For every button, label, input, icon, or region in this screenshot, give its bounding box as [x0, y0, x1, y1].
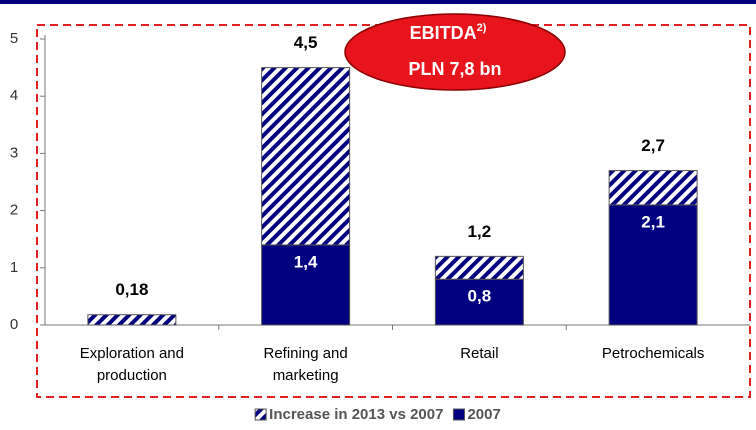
annotation-superscript: 2): [477, 22, 487, 34]
x-tick-label: Petrochemicals: [601, 345, 705, 362]
bar-segment: [261, 67, 351, 246]
y-tick-label: 3: [10, 144, 18, 161]
total-label: 1,2: [468, 222, 492, 241]
bar-segment: [261, 244, 351, 326]
y-tick-label: 4: [10, 87, 18, 104]
top-bar: [0, 0, 756, 4]
x-tick-label: Refining and marketing: [263, 345, 348, 384]
legend-label: 2007: [467, 406, 500, 423]
segment-label: 1,4: [294, 252, 318, 271]
legend-label: Increase in 2013 vs 2007: [269, 406, 443, 423]
annotation-title: EBITDA2): [410, 22, 487, 43]
legend: Increase in 2013 vs 2007 2007: [269, 406, 501, 423]
segment-label: 2,1: [641, 212, 665, 231]
total-label: 0,18: [115, 280, 148, 299]
annotation-title-text: EBITDA: [410, 23, 477, 43]
total-label: 2,7: [641, 136, 665, 155]
bar-segment: [434, 255, 524, 280]
bar-segment: [608, 170, 698, 206]
bar-segment: [608, 204, 698, 326]
y-tick-label: 2: [10, 202, 18, 219]
legend-swatch: [254, 408, 267, 421]
annotation-bubble: [344, 13, 566, 91]
segment-label: 0,8: [468, 287, 492, 306]
x-tick-label: Retail: [460, 345, 499, 362]
y-tick-label: 1: [10, 259, 18, 276]
y-tick-label: 5: [10, 30, 18, 47]
annotation-text: PLN 7,8 bn: [408, 59, 501, 79]
x-tick-label: Exploration and production: [79, 345, 184, 384]
y-tick-label: 0: [10, 316, 18, 333]
total-label: 4,5: [294, 33, 318, 52]
bar-segment: [87, 314, 177, 326]
legend-swatch: [452, 408, 465, 421]
